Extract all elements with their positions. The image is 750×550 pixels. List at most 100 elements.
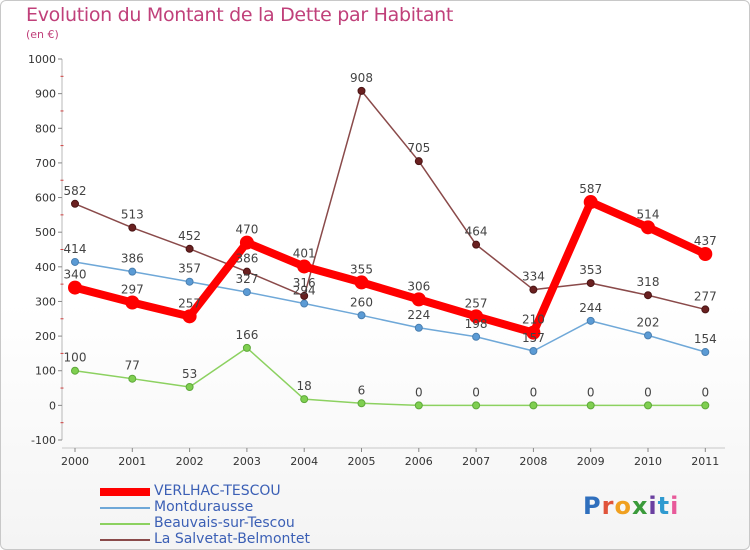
data-label-la-salvetat-belmontet: 353 (579, 263, 602, 277)
data-label-verlhac-tescou: 587 (579, 182, 602, 196)
data-label-verlhac-tescou: 306 (407, 279, 430, 293)
data-label-beauvais-sur-tescou: 0 (701, 385, 709, 399)
data-label-beauvais-sur-tescou: 100 (64, 351, 87, 365)
legend: VERLHAC-TESCOU Montdurausse Beauvais-sur-T… (100, 483, 360, 548)
data-point-verlhac-tescou (469, 309, 484, 324)
series-line-beauvais-sur-tescou (74, 347, 707, 407)
data-point-beauvais-sur-tescou (472, 401, 481, 410)
data-point-verlhac-tescou (641, 220, 655, 235)
y-tick-label: 600 (35, 192, 56, 205)
data-point-beauvais-sur-tescou (185, 383, 194, 392)
y-tick-label: 0 (49, 399, 56, 412)
x-tick-label: 2005 (348, 455, 376, 468)
data-label-la-salvetat-belmontet: 386 (235, 252, 258, 266)
data-label-beauvais-sur-tescou: 0 (472, 385, 480, 399)
y-tick-label: 100 (35, 365, 56, 378)
data-point-montdurausse (414, 323, 423, 332)
legend-item-montdurausse: Montdurausse (100, 499, 360, 516)
data-label-beauvais-sur-tescou: 0 (587, 385, 595, 399)
legend-label: La Salvetat-Belmontet (154, 531, 310, 547)
data-label-beauvais-sur-tescou: 166 (235, 328, 258, 342)
data-label-montdurausse: 260 (350, 295, 373, 309)
y-tick-label: 800 (35, 122, 56, 135)
logo-letter: t (657, 492, 671, 520)
data-point-verlhac-tescou (698, 247, 713, 262)
data-label-verlhac-tescou: 257 (465, 296, 488, 310)
data-label-verlhac-tescou: 340 (64, 268, 87, 282)
data-label-la-salvetat-belmontet: 464 (465, 225, 488, 239)
data-point-la-salvetat-belmontet (644, 291, 652, 300)
data-point-beauvais-sur-tescou (586, 401, 595, 410)
y-tick-label: 500 (35, 226, 56, 239)
logo-letter: P (583, 492, 602, 520)
data-label-montdurausse: 386 (121, 252, 144, 266)
x-tick-label: 2004 (290, 455, 318, 468)
data-point-beauvais-sur-tescou (300, 395, 309, 404)
data-point-beauvais-sur-tescou (529, 401, 538, 410)
data-label-beauvais-sur-tescou: 77 (125, 359, 140, 373)
data-label-montdurausse: 327 (235, 272, 258, 286)
x-tick-label: 2007 (462, 455, 490, 468)
data-point-la-salvetat-belmontet (586, 279, 595, 288)
y-tick-label: 400 (35, 261, 56, 274)
legend-label: VERLHAC-TESCOU (154, 483, 281, 499)
x-tick-label: 2006 (405, 455, 433, 468)
x-tick-label: 2010 (634, 455, 662, 468)
data-point-verlhac-tescou (354, 275, 369, 290)
data-label-montdurausse: 244 (579, 301, 602, 315)
legend-swatch (100, 523, 150, 525)
data-label-beauvais-sur-tescou: 6 (358, 383, 366, 397)
y-tick-label: 900 (35, 88, 56, 101)
data-point-la-salvetat-belmontet (529, 285, 538, 294)
data-point-la-salvetat-belmontet (472, 240, 481, 249)
data-point-verlhac-tescou (68, 280, 82, 295)
data-label-beauvais-sur-tescou: 18 (297, 379, 312, 393)
data-point-montdurausse (128, 267, 137, 276)
data-label-verlhac-tescou: 355 (350, 262, 373, 276)
data-point-beauvais-sur-tescou (357, 399, 366, 408)
data-point-montdurausse (529, 346, 538, 355)
data-label-la-salvetat-belmontet: 452 (178, 229, 201, 243)
data-label-verlhac-tescou: 257 (178, 296, 201, 310)
data-label-la-salvetat-belmontet: 513 (121, 208, 144, 222)
x-tick-label: 2002 (176, 455, 204, 468)
x-tick-label: 2003 (233, 455, 261, 468)
data-label-montdurausse: 198 (465, 317, 488, 331)
logo-letter: x (631, 492, 649, 520)
data-point-la-salvetat-belmontet (128, 223, 137, 232)
data-point-montdurausse (357, 311, 366, 320)
data-point-beauvais-sur-tescou (128, 374, 137, 383)
data-point-verlhac-tescou (583, 195, 598, 210)
x-tick-label: 2001 (118, 455, 146, 468)
x-tick-label: 2008 (519, 455, 547, 468)
data-label-montdurausse: 224 (407, 308, 430, 322)
series-line-la-salvetat-belmontet (74, 90, 707, 311)
data-label-montdurausse: 154 (694, 332, 717, 346)
data-label-montdurausse: 414 (64, 242, 87, 256)
data-point-la-salvetat-belmontet (357, 86, 366, 95)
data-point-la-salvetat-belmontet (185, 244, 194, 253)
data-point-montdurausse (242, 288, 251, 297)
data-label-la-salvetat-belmontet: 582 (64, 184, 87, 198)
data-label-montdurausse: 157 (522, 331, 545, 345)
data-point-la-salvetat-belmontet (71, 199, 79, 208)
logo-letter: i (670, 492, 680, 520)
legend-item-beauvais-sur-tescou: Beauvais-sur-Tescou (100, 515, 360, 532)
data-label-montdurausse: 202 (637, 315, 660, 329)
legend-swatch (100, 539, 150, 541)
data-label-la-salvetat-belmontet: 318 (637, 275, 660, 289)
data-label-la-salvetat-belmontet: 334 (522, 270, 545, 284)
data-point-beauvais-sur-tescou (644, 401, 652, 410)
logo-letter: r (601, 492, 615, 520)
data-point-la-salvetat-belmontet (414, 157, 423, 166)
data-label-montdurausse: 294 (293, 284, 316, 298)
data-point-verlhac-tescou (182, 309, 197, 324)
data-label-verlhac-tescou: 470 (235, 223, 258, 237)
series-line-verlhac-tescou (71, 198, 710, 337)
legend-label: Beauvais-sur-Tescou (154, 515, 295, 531)
data-point-montdurausse (701, 348, 710, 357)
data-point-montdurausse (644, 331, 652, 340)
data-point-montdurausse (71, 257, 79, 266)
